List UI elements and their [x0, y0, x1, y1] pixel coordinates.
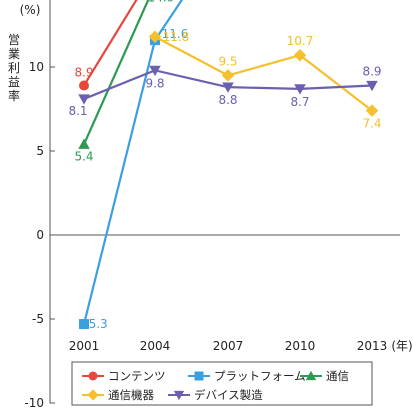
- data-point: [78, 94, 90, 105]
- legend-item: デバイス製造: [168, 388, 263, 402]
- data-point: [79, 319, 89, 330]
- data-point: [293, 48, 307, 62]
- y-tick-label: 5: [36, 144, 44, 158]
- legend-label: プラットフォーム: [214, 369, 306, 383]
- data-point: [148, 30, 162, 44]
- legend-marker: [87, 389, 99, 401]
- y-unit-label: (%): [20, 3, 41, 17]
- legend-item: コンテンツ: [82, 369, 166, 383]
- y-tick-label: 0: [36, 228, 44, 242]
- legend-item: 通信機器: [82, 388, 154, 402]
- series-4: [148, 30, 379, 117]
- x-tick-label: 2001: [69, 339, 100, 353]
- y-tick-label: -5: [32, 312, 44, 326]
- data-point: [294, 84, 306, 95]
- data-label: 8.1: [68, 104, 87, 118]
- legend-marker: [305, 370, 317, 381]
- legend-box: [71, 361, 373, 406]
- legend-label: 通信機器: [108, 388, 154, 402]
- series-1: [79, 0, 138, 91]
- x-unit-label: (年): [391, 339, 412, 353]
- legend-label: デバイス製造: [194, 388, 263, 402]
- y-tick-label: -10: [24, 396, 44, 410]
- x-tick-label: 2010: [285, 339, 316, 353]
- x-tick-label: 2004: [140, 339, 171, 353]
- data-label: 8.9: [362, 64, 381, 78]
- legend-item: プラットフォーム: [188, 369, 306, 383]
- series-line: [82, 0, 150, 145]
- data-point: [79, 80, 89, 91]
- legend-marker: [88, 371, 98, 381]
- data-label: 8.8: [218, 93, 237, 107]
- series-2: [79, 0, 184, 330]
- data-point: [149, 65, 161, 77]
- data-label: 9.8: [145, 76, 164, 90]
- data-label: 11.6: [162, 27, 189, 41]
- series-line: [82, 0, 184, 325]
- series-5: [78, 65, 378, 105]
- data-point: [78, 138, 90, 149]
- series-line: [83, 0, 138, 87]
- y-tick-label: 10: [29, 60, 44, 74]
- data-label: 7.4: [362, 117, 381, 131]
- data-label: 8.9: [74, 65, 93, 79]
- data-label: 10.7: [287, 34, 314, 48]
- legend-marker: [194, 371, 204, 381]
- data-label: 8.7: [290, 95, 309, 109]
- data-point: [365, 104, 379, 117]
- series-line: [154, 35, 373, 112]
- data-point: [221, 69, 235, 82]
- y-axis-title: 営業利益率: [8, 33, 20, 103]
- data-point: [366, 80, 378, 92]
- legend-item: 通信: [300, 369, 349, 383]
- data-label: 5.4: [74, 149, 93, 163]
- x-tick-label: 2013: [357, 339, 388, 353]
- data-label: 11.8: [163, 30, 190, 44]
- x-tick-label: 2007: [213, 339, 244, 353]
- legend-label: コンテンツ: [108, 369, 166, 383]
- data-label: 14.9: [148, 0, 175, 5]
- data-label: -5.3: [84, 317, 107, 331]
- series-3: [78, 0, 150, 149]
- legend-label: 通信: [326, 369, 349, 383]
- legend-marker: [173, 390, 185, 401]
- data-label: 9.5: [218, 54, 237, 68]
- data-point: [222, 82, 234, 93]
